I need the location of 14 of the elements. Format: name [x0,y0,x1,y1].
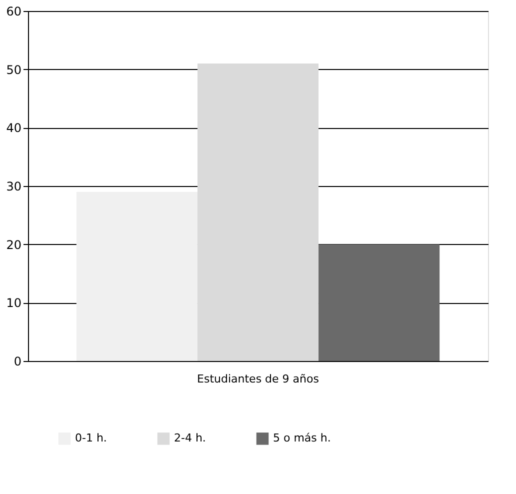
bar [76,192,198,361]
y-tick-label: 20 [6,238,22,252]
y-tick-label: 0 [14,354,22,368]
x-tick-label: Estudiantes de 9 años [197,372,320,386]
y-tick-label: 60 [6,4,22,18]
bar [197,64,319,361]
y-tick-label: 40 [6,121,22,136]
legend-label: 0-1 h. [75,432,107,445]
legend-label: 2-4 h. [174,432,206,445]
y-tick-label: 30 [6,180,22,194]
y-tick-label: 10 [6,296,22,310]
bar [318,244,440,361]
y-tick-label: 50 [6,62,22,77]
legend-label: 5 o más h. [273,432,331,445]
